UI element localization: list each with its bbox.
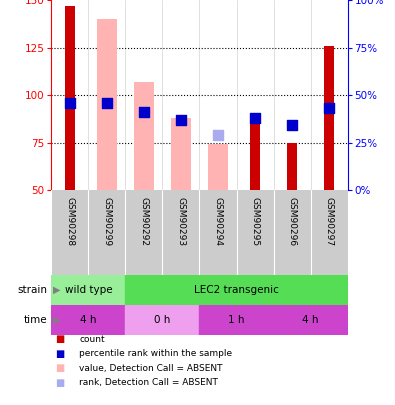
Bar <box>287 143 297 190</box>
Bar <box>65 6 75 190</box>
Bar <box>126 305 199 335</box>
Bar <box>171 118 191 190</box>
Bar <box>208 145 228 190</box>
Bar <box>51 275 126 305</box>
Text: GSM90293: GSM90293 <box>177 197 186 246</box>
Text: ■: ■ <box>55 349 64 359</box>
Text: time: time <box>24 315 47 325</box>
Text: ▶: ▶ <box>53 285 61 295</box>
Bar <box>51 305 126 335</box>
Bar <box>134 82 154 190</box>
Text: GSM90297: GSM90297 <box>325 197 334 246</box>
Text: ▶: ▶ <box>53 315 61 325</box>
Point <box>215 132 221 138</box>
Point <box>67 99 73 106</box>
Text: ■: ■ <box>55 334 64 344</box>
Text: 4 h: 4 h <box>302 315 319 325</box>
Point <box>326 105 332 111</box>
Point <box>141 109 147 115</box>
Point <box>289 122 295 129</box>
Text: 1 h: 1 h <box>228 315 245 325</box>
Text: LEC2 transgenic: LEC2 transgenic <box>194 285 279 295</box>
Text: 4 h: 4 h <box>80 315 97 325</box>
Text: GSM90296: GSM90296 <box>288 197 297 246</box>
Text: strain: strain <box>17 285 47 295</box>
Text: GSM90292: GSM90292 <box>139 197 149 246</box>
Point <box>252 115 258 121</box>
Point <box>104 99 110 106</box>
Text: ■: ■ <box>55 363 64 373</box>
Text: count: count <box>79 335 105 343</box>
Text: wild type: wild type <box>64 285 112 295</box>
Point <box>178 117 184 123</box>
Text: percentile rank within the sample: percentile rank within the sample <box>79 349 232 358</box>
Text: value, Detection Call = ABSENT: value, Detection Call = ABSENT <box>79 364 222 373</box>
Text: 0 h: 0 h <box>154 315 171 325</box>
Bar <box>199 305 274 335</box>
Text: rank, Detection Call = ABSENT: rank, Detection Call = ABSENT <box>79 378 218 387</box>
Text: GSM90298: GSM90298 <box>65 197 74 246</box>
Text: GSM90295: GSM90295 <box>250 197 260 246</box>
Text: GSM90294: GSM90294 <box>213 197 222 246</box>
Bar <box>126 275 348 305</box>
Bar <box>324 46 334 190</box>
Text: GSM90299: GSM90299 <box>102 197 111 246</box>
Bar <box>274 305 348 335</box>
Bar <box>250 124 260 190</box>
Bar <box>97 19 117 190</box>
Text: ■: ■ <box>55 378 64 388</box>
